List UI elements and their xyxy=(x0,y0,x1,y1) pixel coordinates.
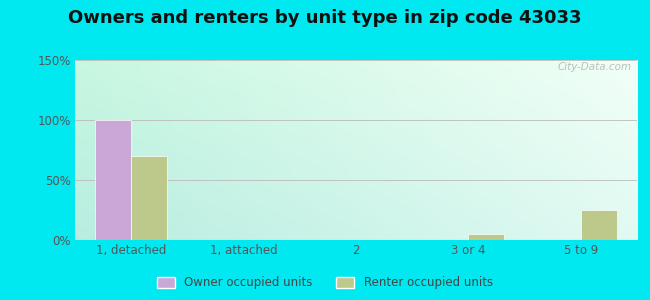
Bar xyxy=(131,156,167,240)
Bar xyxy=(95,120,131,240)
Bar xyxy=(468,234,504,240)
Legend: Owner occupied units, Renter occupied units: Owner occupied units, Renter occupied un… xyxy=(153,272,497,294)
Text: Owners and renters by unit type in zip code 43033: Owners and renters by unit type in zip c… xyxy=(68,9,582,27)
Text: City-Data.com: City-Data.com xyxy=(557,62,631,72)
Bar xyxy=(581,210,617,240)
